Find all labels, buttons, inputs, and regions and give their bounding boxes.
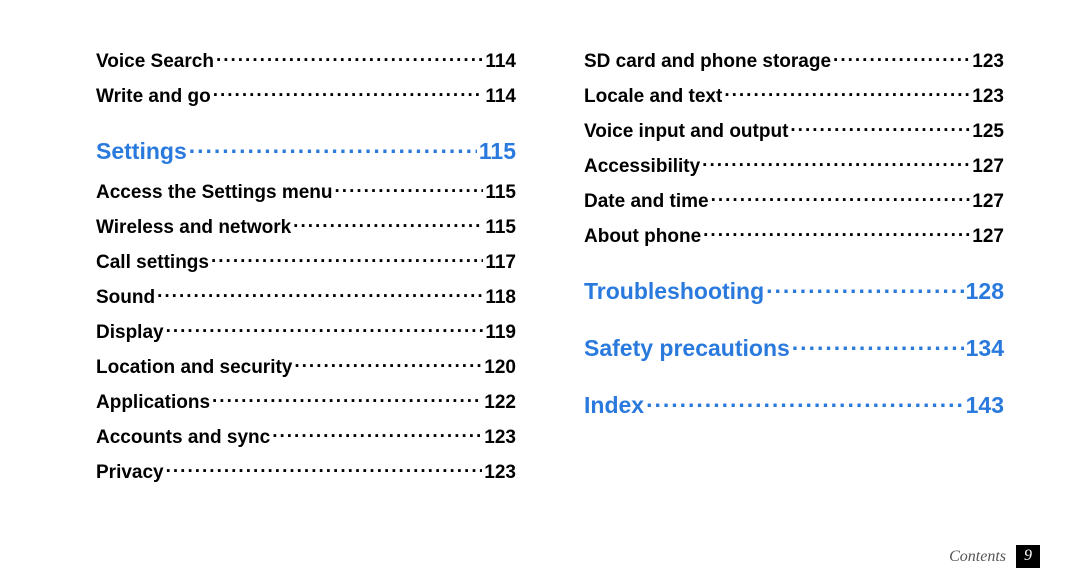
toc-leader-dots [335,179,484,198]
column-left: Voice Search 114Write and go 114Settings… [96,48,516,494]
toc-label: Location and security [96,357,292,379]
toc-page-number: 127 [972,156,1004,178]
toc-leader-dots [711,188,971,207]
toc-label: Privacy [96,462,164,484]
toc-page-number: 122 [484,392,516,414]
toc-leader-dots [703,223,970,242]
toc-page-number: 114 [485,51,516,73]
toc-label: Accessibility [584,156,700,178]
toc-page-number: 117 [485,252,516,274]
toc-leader-dots [216,48,483,67]
toc-entry: Location and security 120 [96,354,516,379]
toc-page-number: 125 [972,121,1004,143]
toc-page-number: 114 [485,86,516,108]
toc-section-entry: Safety precautions 134 [584,333,1004,362]
toc-page-number: 128 [966,278,1004,305]
toc-label: Access the Settings menu [96,182,333,204]
toc-section-entry: Settings 115 [96,136,516,165]
toc-label: Wireless and network [96,217,291,239]
toc-label: Call settings [96,252,209,274]
toc-leader-dots [724,83,970,102]
toc-label: Safety precautions [584,335,790,362]
toc-entry: Accounts and sync 123 [96,424,516,449]
toc-label: Write and go [96,86,211,108]
toc-page-number: 123 [972,51,1004,73]
toc-page-number: 115 [479,138,516,165]
toc-page-number: 115 [485,182,516,204]
toc-entry: Privacy 123 [96,459,516,484]
toc-page-number: 127 [972,191,1004,213]
toc-leader-dots [646,390,964,413]
toc-label: Applications [96,392,210,414]
toc-entry: Date and time 127 [584,188,1004,213]
toc-entry: Call settings 117 [96,249,516,274]
toc-label: Voice input and output [584,121,788,143]
toc-page-number: 143 [966,392,1004,419]
footer-label: Contents [949,548,1006,566]
toc-leader-dots [272,424,482,443]
toc-label: Troubleshooting [584,278,764,305]
toc-label: Date and time [584,191,709,213]
toc-leader-dots [792,333,964,356]
toc-section-entry: Index 143 [584,390,1004,419]
toc-entry: Locale and text 123 [584,83,1004,108]
toc-entry: Display 119 [96,319,516,344]
toc-leader-dots [157,284,483,303]
toc-entry: Voice input and output 125 [584,118,1004,143]
toc-entry: SD card and phone storage 123 [584,48,1004,73]
toc-page-number: 120 [484,357,516,379]
toc-label: Voice Search [96,51,214,73]
toc-label: About phone [584,226,701,248]
columns: Voice Search 114Write and go 114Settings… [96,48,1020,494]
toc-label: Index [584,392,644,419]
toc-label: Sound [96,287,155,309]
toc-leader-dots [166,459,483,478]
toc-entry: Voice Search 114 [96,48,516,73]
toc-page-number: 123 [484,462,516,484]
toc-entry: Accessibility 127 [584,153,1004,178]
toc-entry: Sound 118 [96,284,516,309]
toc-leader-dots [702,153,970,172]
toc-page-number: 123 [972,86,1004,108]
toc-leader-dots [294,354,482,373]
toc-leader-dots [211,249,483,268]
toc-leader-dots [213,83,484,102]
toc-entry: Applications 122 [96,389,516,414]
column-right: SD card and phone storage 123Locale and … [584,48,1004,494]
toc-entry: Wireless and network 115 [96,214,516,239]
toc-leader-dots [833,48,970,67]
page-footer: Contents 9 [949,545,1040,568]
toc-leader-dots [166,319,484,338]
toc-leader-dots [189,136,477,159]
toc-leader-dots [790,118,970,137]
toc-page-number: 134 [966,335,1004,362]
toc-label: Accounts and sync [96,427,270,449]
toc-leader-dots [293,214,483,233]
toc-entry: About phone 127 [584,223,1004,248]
toc-page-number: 118 [485,287,516,309]
toc-entry: Access the Settings menu 115 [96,179,516,204]
toc-page-number: 119 [485,322,516,344]
toc-leader-dots [766,276,963,299]
toc-page-number: 127 [972,226,1004,248]
toc-label: SD card and phone storage [584,51,831,73]
toc-label: Locale and text [584,86,722,108]
toc-label: Settings [96,138,187,165]
toc-entry: Write and go 114 [96,83,516,108]
toc-label: Display [96,322,164,344]
toc-page-number: 115 [485,217,516,239]
toc-leader-dots [212,389,482,408]
contents-page: Voice Search 114Write and go 114Settings… [0,0,1080,586]
toc-page-number: 123 [484,427,516,449]
toc-section-entry: Troubleshooting 128 [584,276,1004,305]
footer-page-number: 9 [1016,545,1040,568]
